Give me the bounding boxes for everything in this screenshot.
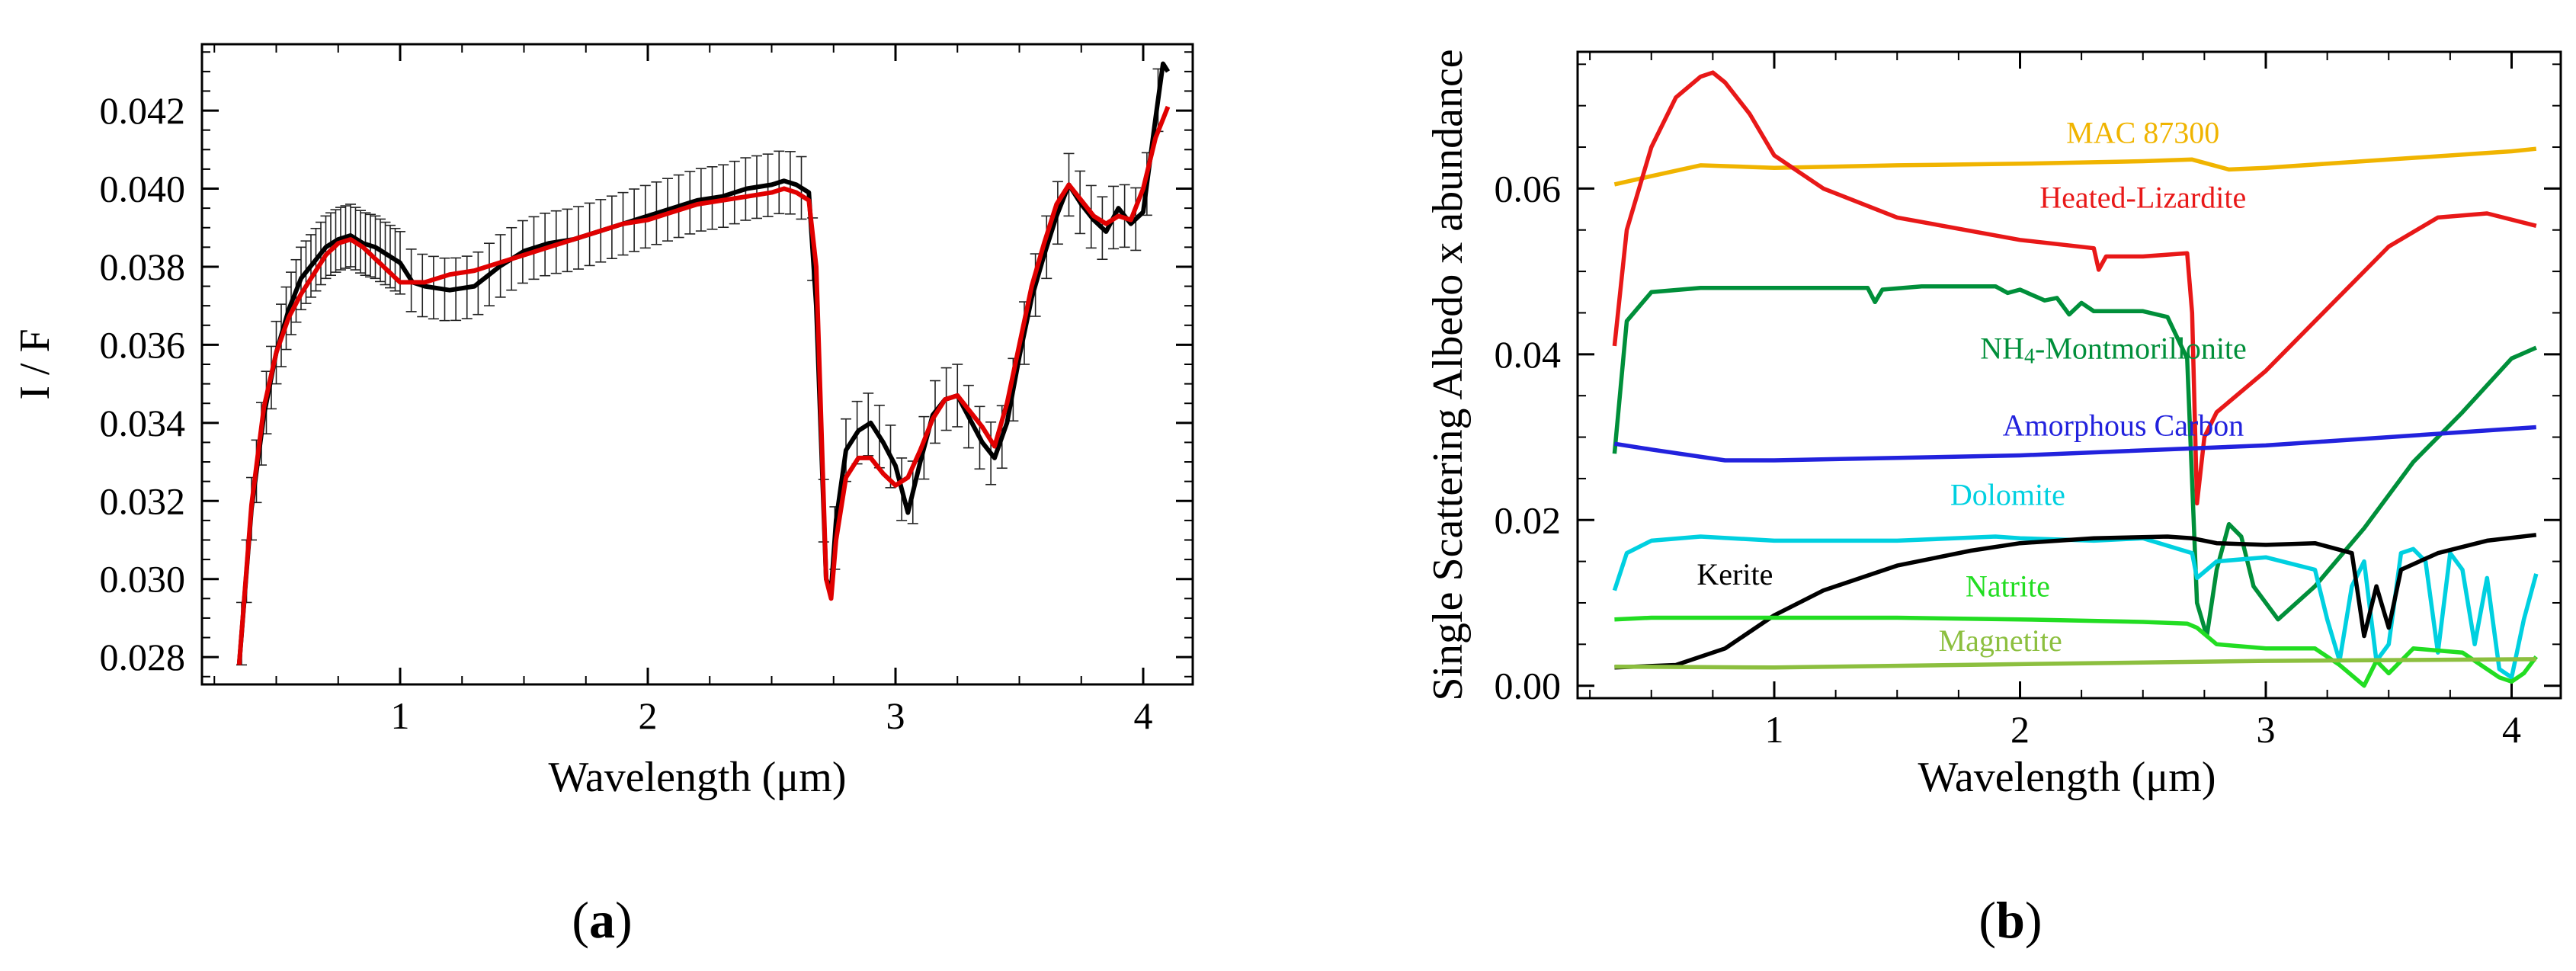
chart-b-subscript: 4 [2024,344,2035,368]
chart-b-series-line-kerite [1614,533,2537,670]
chart-b-series-line-mac-87300 [1613,146,2537,187]
chart-b-series-line-natrite [1614,615,2539,688]
chart-b-xtick-label: 3 [2257,708,2276,751]
chart-a-ytick-label: 0.028 [100,636,186,678]
chart-b-xlabel: Wavelength (μm) [1918,754,2216,801]
chart-a-ytick-label: 0.032 [100,479,186,522]
chart-b-series-label: Kerite [1697,557,1773,591]
chart-b-series-label: Magnetite [1939,623,2062,658]
chart-b-ylabel: Single Scattering Albedo x abundance [1424,49,1472,700]
chart-a-xtick-label: 4 [1134,694,1153,737]
chart-b-series-label: MAC 87300 [2066,116,2219,150]
chart-a-ytick-label: 0.030 [100,558,186,601]
chart-b-series-label: Amorphous Carbon [2003,408,2244,442]
chart-a-ytick-label: 0.042 [100,89,186,132]
chart-b-series-label: NH4-Montmorillonite [1980,331,2247,368]
chart-a-plot-frame [200,43,1194,686]
chart-a-panel-letter: a [589,891,615,949]
chart-a-lines [236,61,1171,665]
chart-b-series-labels: MAC 87300 Heated-Lizardite NH4-Montmorillo… [1697,116,2246,658]
chart-a: 1 2 3 4 0.028 0.030 0.032 0.034 0.036 0.038 0.040 0… [11,43,1194,949]
chart-a-error-bars [236,68,1164,666]
chart-b-panel-letter: b [1996,891,2025,949]
chart-a-xtick-label: 2 [639,694,658,737]
chart-a-xtick-label: 1 [391,694,410,737]
chart-b-xtick-label: 4 [2502,708,2521,751]
chart-a-ytick-label: 0.036 [100,323,186,366]
chart-b-ticks: 1 2 3 4 0.00 0.02 0.04 0.06 [1495,52,2561,751]
chart-b-label-rest: -Montmorillonite [2035,331,2247,365]
chart-b: 1 2 3 4 0.00 0.02 0.04 0.06 MAC 87300 Heated-Liz… [1424,49,2562,949]
chart-a-xlabel: Wavelength (μm) [549,754,847,801]
chart-b-panel-label: (b) [1978,891,2042,949]
chart-a-ylabel: I / F [11,328,59,399]
chart-b-ytick-label: 0.04 [1495,333,1562,376]
chart-b-series-label: Dolomite [1950,478,2065,512]
chart-a-series-line-model [236,105,1171,665]
chart-b-series-line-nh4-montmorillonite [1612,284,2537,639]
chart-b-ytick-label: 0.02 [1495,498,1562,541]
chart-a-panel-label: (a) [572,891,632,949]
chart-b-plot-frame [1576,50,2562,700]
chart-a-ytick-label: 0.034 [100,402,186,444]
chart-b-xtick-label: 1 [1765,708,1784,751]
chart-b-series-line-amorphous-carbon [1613,425,2536,463]
chart-b-series-label: Natrite [1966,569,2050,603]
chart-b-series-label: Heated-Lizardite [2039,180,2246,214]
chart-b-series-line-heated-lizardite [1612,70,2537,506]
chart-a-ticks: 1 2 3 4 0.028 0.030 0.032 0.034 0.036 0.038 0.040 0… [100,44,1193,737]
chart-b-ytick-label: 0.06 [1495,167,1562,210]
chart-b-ytick-label: 0.00 [1495,665,1562,707]
chart-b-lines [1612,70,2539,688]
chart-a-ytick-label: 0.040 [100,168,186,210]
chart-a-xtick-label: 3 [886,694,905,737]
chart-a-ytick-label: 0.038 [100,245,186,288]
chart-b-xtick-label: 2 [2010,708,2030,751]
chart-b-series-line-magnetite [1614,657,2536,670]
